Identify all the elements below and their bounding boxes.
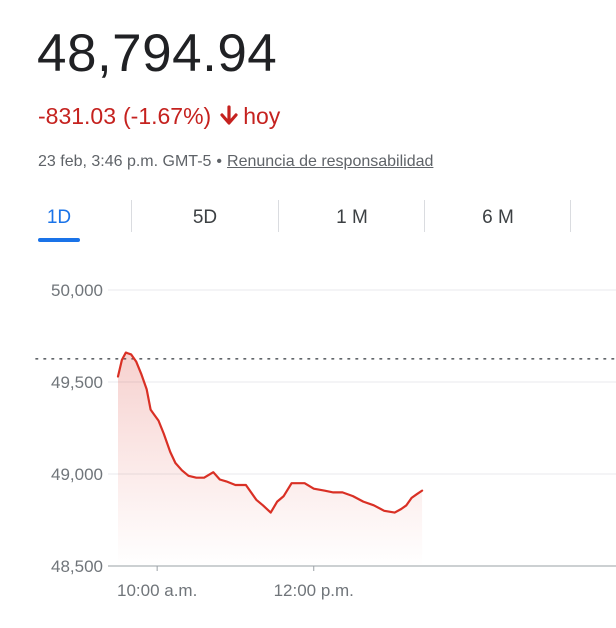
range-tabs: 1D 5D 1 M 6 M (0, 198, 616, 244)
price-change-row: -831.03 (-1.67%) hoy (38, 100, 280, 132)
arrow-down-icon (220, 105, 238, 125)
price-line[interactable] (116, 351, 424, 514)
tab-divider (424, 200, 425, 232)
y-tick-label: 48,500 (51, 557, 103, 576)
y-tick-label: 49,500 (51, 373, 103, 392)
quote-meta: 23 feb, 3:46 p.m. GMT-5 • Renuncia de resp… (38, 150, 433, 174)
tab-divider (570, 200, 571, 232)
tab-divider (278, 200, 279, 232)
tab-1d-label: 1D (46, 207, 72, 228)
tab-5d-label: 5D (192, 207, 218, 228)
tab-5d[interactable]: 5D (170, 198, 240, 244)
change-period: hoy (243, 103, 281, 129)
y-tick-label: 49,000 (51, 465, 103, 484)
tab-divider (131, 200, 132, 232)
active-tab-indicator (38, 238, 80, 242)
tab-6m[interactable]: 6 M (460, 198, 536, 244)
current-price: 48,794.94 (37, 24, 278, 83)
tab-6m-label: 6 M (482, 207, 514, 228)
disclaimer-link[interactable]: Renuncia de responsabilidad (227, 153, 434, 170)
price-change: -831.03 (38, 103, 117, 129)
x-tick-label: 10:00 a.m. (117, 581, 197, 600)
tab-1m[interactable]: 1 M (315, 198, 389, 244)
y-tick-label: 50,000 (51, 281, 103, 300)
tab-1d[interactable]: 1D (38, 198, 80, 244)
price-area-fill (118, 352, 423, 566)
intraday-chart: 50,000 49,500 49,000 48,500 10:00 a.m. 12:00 … (35, 281, 616, 600)
price-change-percent: (-1.67%) (123, 103, 212, 129)
quote-timestamp: 23 feb, 3:46 p.m. GMT-5 (38, 153, 212, 170)
meta-separator: • (216, 153, 223, 170)
tab-1m-label: 1 M (336, 207, 368, 228)
x-tick-label: 12:00 p.m. (274, 581, 354, 600)
